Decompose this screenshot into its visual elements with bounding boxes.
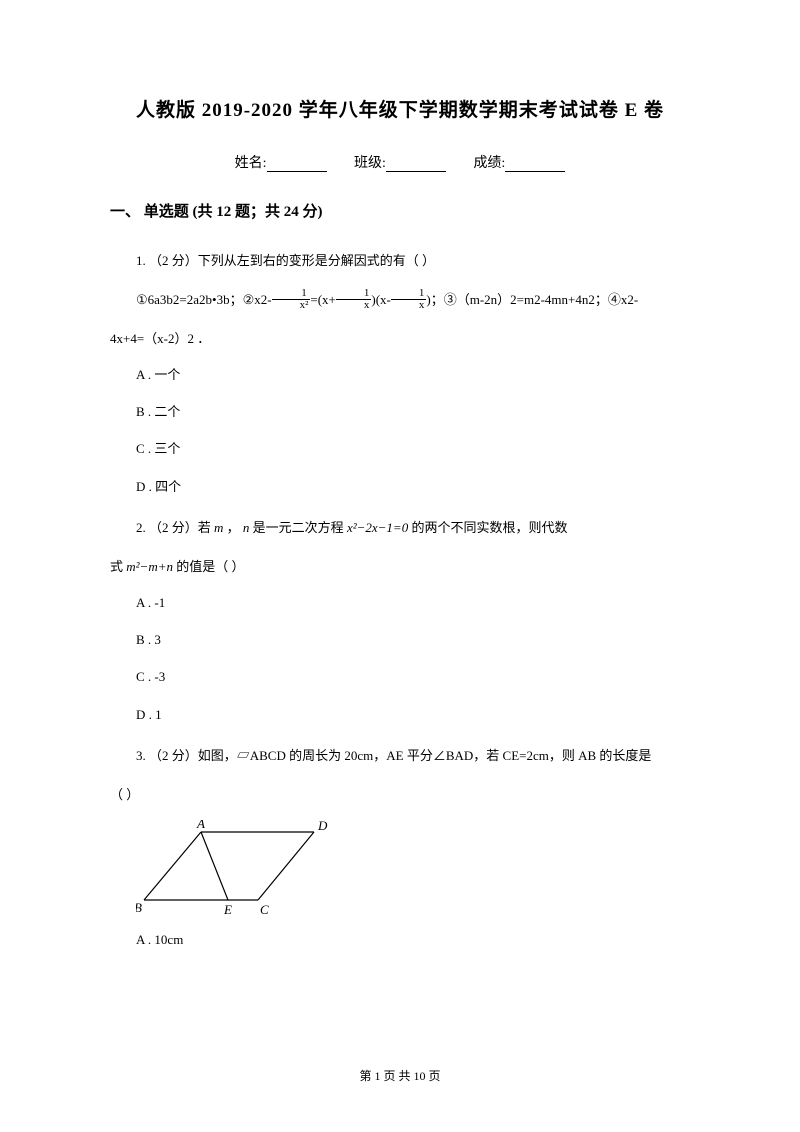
q1-option-a: A . 一个 xyxy=(110,363,690,386)
name-underline xyxy=(267,171,327,172)
section-header: 一、 单选题 (共 12 题；共 24 分) xyxy=(110,200,690,221)
q2-equation: x²−2x−1=0 xyxy=(347,520,408,535)
q1-line2: 4x+4=（x-2）2 ． xyxy=(110,323,690,354)
q2-option-b: B . 3 xyxy=(110,628,690,651)
q1-stem: 1. （2 分）下列从左到右的变形是分解因式的有（ ） xyxy=(110,245,690,276)
q2-stem: 2. （2 分）若 m ， n 是一元二次方程 x²−2x−1=0 的两个不同实… xyxy=(110,512,690,543)
q2-text-b: ， xyxy=(223,520,243,535)
q1-text-c: )(x- xyxy=(371,292,391,307)
svg-text:C: C xyxy=(260,902,269,915)
q1-frac2-den: x xyxy=(336,300,372,311)
q2-text-c: 是一元二次方程 xyxy=(249,520,347,535)
q2-line2-b: 的值是（ ） xyxy=(173,559,245,574)
q2-text-d: 的两个不同实数根，则代数 xyxy=(408,520,567,535)
q3-option-a: A . 10cm xyxy=(110,928,690,951)
q1-frac3: 1x xyxy=(391,288,427,311)
class-underline xyxy=(386,171,446,172)
svg-text:D: D xyxy=(317,820,328,833)
q1-option-d: D . 四个 xyxy=(110,475,690,498)
q3-diagram: A D B E C xyxy=(136,820,690,920)
page-footer: 第 1 页 共 10 页 xyxy=(0,1067,800,1084)
q2-option-d: D . 1 xyxy=(110,703,690,726)
score-field: 成绩: xyxy=(473,152,565,172)
q2-var-m: m xyxy=(214,520,223,535)
class-label: 班级: xyxy=(354,156,386,171)
parallelogram-diagram: A D B E C xyxy=(136,820,331,915)
q1-frac3-den: x xyxy=(391,300,427,311)
name-field: 姓名: xyxy=(235,152,327,172)
q1-frac1-num: 1 xyxy=(272,288,311,300)
q3-stem: 3. （2 分）如图，▱ABCD 的周长为 20cm，AE 平分∠BAD，若 C… xyxy=(110,740,690,771)
name-label: 姓名: xyxy=(235,156,267,171)
q1-text-b: =(x+ xyxy=(310,292,336,307)
q2-option-a: A . -1 xyxy=(110,591,690,614)
score-label: 成绩: xyxy=(473,156,505,171)
score-underline xyxy=(505,171,565,172)
student-info-row: 姓名: 班级: 成绩: xyxy=(110,152,690,172)
q1-frac1-den: x² xyxy=(272,300,311,311)
document-title: 人教版 2019-2020 学年八年级下学期数学期末考试试卷 E 卷 xyxy=(110,95,690,122)
q1-option-b: B . 二个 xyxy=(110,400,690,423)
q1-frac2-num: 1 xyxy=(336,288,372,300)
q1-detail: ①6a3b2=2a2b•3b；②x2-1x²=(x+1x)(x-1x)；③（m-… xyxy=(110,284,690,315)
class-field: 班级: xyxy=(354,152,446,172)
q2-text-a: 2. （2 分）若 xyxy=(136,520,214,535)
q1-option-c: C . 三个 xyxy=(110,437,690,460)
q2-option-c: C . -3 xyxy=(110,665,690,688)
q3-line2: （ ） xyxy=(110,779,690,810)
q2-line2-a: 式 xyxy=(110,559,126,574)
q2-line2-eq: m²−m+n xyxy=(126,559,173,574)
q1-text-d: )；③（m-2n）2=m2-4mn+4n2；④x2- xyxy=(426,292,638,307)
q1-frac2: 1x xyxy=(336,288,372,311)
q1-frac3-num: 1 xyxy=(391,288,427,300)
q1-text-a: ①6a3b2=2a2b•3b；②x2- xyxy=(136,292,272,307)
q2-line2: 式 m²−m+n 的值是（ ） xyxy=(110,551,690,582)
svg-text:B: B xyxy=(136,900,142,915)
q1-frac1: 1x² xyxy=(272,288,311,311)
svg-text:A: A xyxy=(196,820,205,831)
svg-text:E: E xyxy=(223,902,232,915)
